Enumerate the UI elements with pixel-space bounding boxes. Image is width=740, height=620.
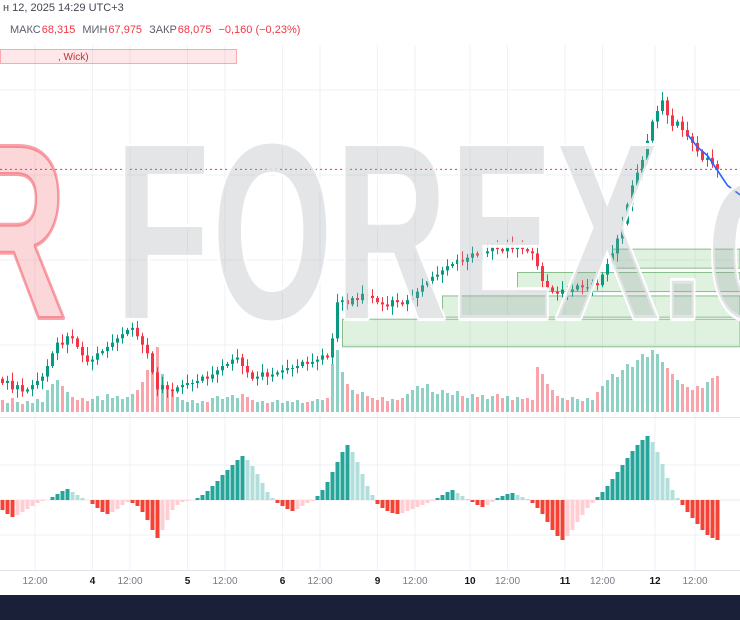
time-tick: 4 xyxy=(90,576,96,587)
time-tick: 12 xyxy=(649,576,661,587)
time-tick: 5 xyxy=(185,576,191,587)
indicator-legend-label: , Wick) xyxy=(58,52,89,63)
low-label: МИН xyxy=(82,24,108,36)
time-tick: 6 xyxy=(280,576,286,587)
time-tick: 12:00 xyxy=(402,576,427,587)
support-zones xyxy=(342,248,740,348)
high-value: 68,315 xyxy=(41,24,76,36)
time-tick: 12:00 xyxy=(682,576,707,587)
close-value: 68,075 xyxy=(177,24,212,36)
high-label: МАКС xyxy=(10,24,41,36)
ohlc-legend: МАКС68,315 МИН67,975 ЗАКР68,075 −0,160 (−0,… xyxy=(10,24,300,36)
time-tick: 12:00 xyxy=(22,576,47,587)
blue-ma-line xyxy=(686,133,740,196)
time-tick: 11 xyxy=(560,576,571,587)
time-tick: 9 xyxy=(375,576,381,587)
time-tick: 12:00 xyxy=(212,576,237,587)
time-tick: 12:00 xyxy=(495,576,520,587)
time-tick: 12:00 xyxy=(117,576,142,587)
candlesticks xyxy=(1,92,719,398)
macd-histogram xyxy=(0,436,720,540)
zone-rect xyxy=(517,272,740,293)
volume-bars xyxy=(1,347,719,412)
change-value: −0,160 (−0,23%) xyxy=(218,24,301,36)
footer-bar xyxy=(0,595,740,620)
close-label: ЗАКР xyxy=(149,24,177,36)
time-axis: 12:00 4 12:00 5 12:00 6 12:00 9 12:00 10 12:00 11 12… xyxy=(22,576,707,587)
indicator-legend-row[interactable]: , Wick) xyxy=(0,49,237,64)
time-tick: 12:00 xyxy=(307,576,332,587)
low-value: 67,975 xyxy=(108,24,143,36)
zone-rect xyxy=(342,318,740,348)
zone-rect xyxy=(612,248,740,269)
time-tick: 10 xyxy=(464,576,476,587)
bar-info-datetime: н 12, 2025 14:29 UTC+3 xyxy=(3,2,124,14)
time-tick: 12:00 xyxy=(590,576,615,587)
zone-rect xyxy=(442,295,740,318)
